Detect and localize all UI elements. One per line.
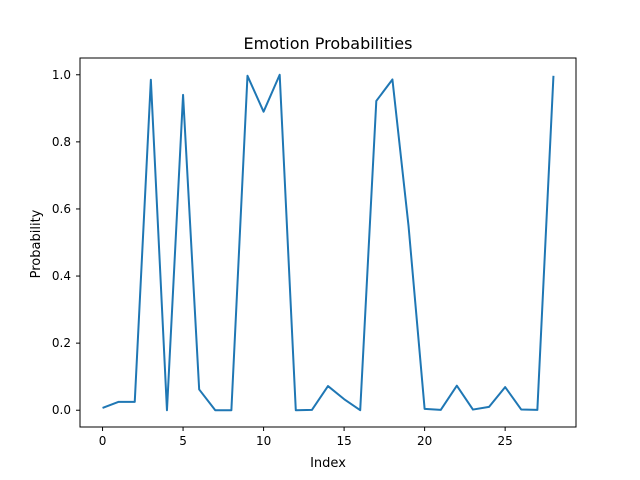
series-line-0 [102,73,555,412]
x-tick-label: 5 [179,434,187,448]
y-tick-label: 0.8 [52,135,71,149]
x-tick-label: 0 [99,434,107,448]
plot-area: 0 5 10 15 20 25 0.0 0.2 0.4 0.6 0.8 1.0 [52,57,577,448]
y-tick-label: 0.4 [52,269,71,283]
axes-frame [79,57,577,428]
y-tick-label: 0.0 [52,403,71,417]
x-axis-label: Index [310,456,346,471]
x-tick-label: 20 [417,434,432,448]
x-tick-label: 10 [256,434,271,448]
x-tick-label: 25 [498,434,513,448]
y-tick-label: 0.6 [52,202,71,216]
y-tick-label: 0.2 [52,336,71,350]
y-axis-label: Probability [29,209,44,278]
chart-title: Emotion Probabilities [244,34,413,53]
y-tick-label: 1.0 [52,68,71,82]
x-tick-label: 15 [336,434,351,448]
